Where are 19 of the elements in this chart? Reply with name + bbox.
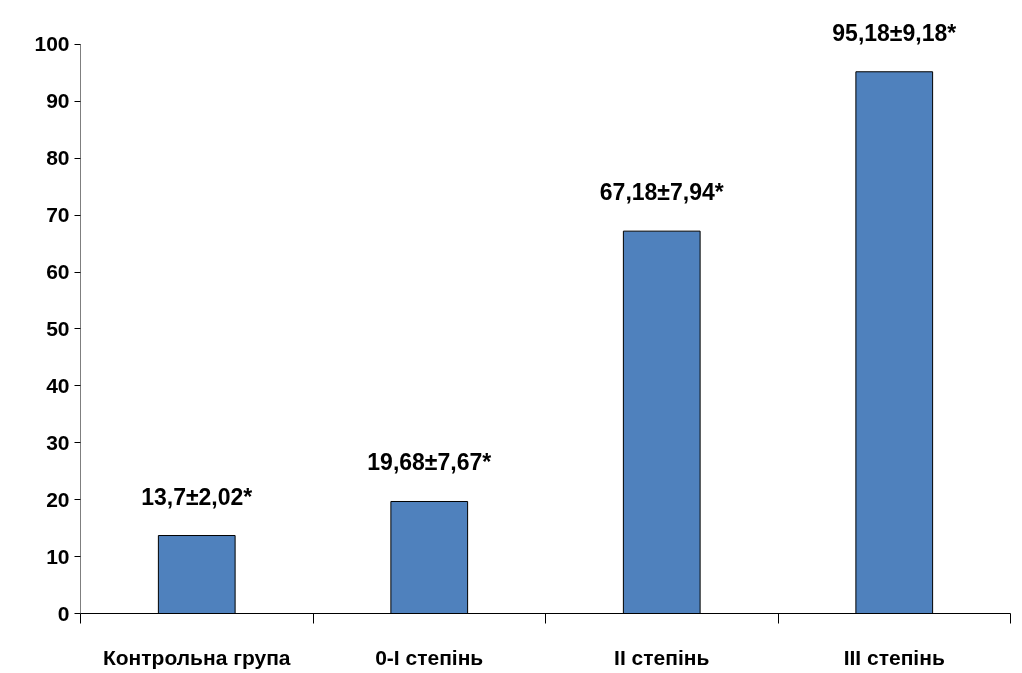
x-tick-label: III степінь <box>843 645 945 669</box>
x-tick-label: II степінь <box>614 645 710 669</box>
y-tick-label: 90 <box>46 89 70 113</box>
data-label: 67,18±7,94* <box>599 179 724 206</box>
y-tick-label: 10 <box>46 544 70 568</box>
y-tick-label: 30 <box>46 430 70 454</box>
y-tick-label: 60 <box>46 260 70 283</box>
y-tick-label: 40 <box>46 373 70 397</box>
x-tick-label: Контрольна група <box>102 645 291 669</box>
data-label: 95,18±9,18* <box>832 19 957 46</box>
y-tick-label: 80 <box>46 146 70 170</box>
data-label: 19,68±7,67* <box>367 449 492 476</box>
y-tick-label: 20 <box>46 487 70 511</box>
y-tick-label: 100 <box>34 32 70 56</box>
data-label: 13,7±2,02* <box>141 483 253 510</box>
x-tick-label: 0-I степінь <box>375 645 484 669</box>
y-tick-label: 50 <box>46 316 70 340</box>
y-tick-label: 70 <box>46 203 70 227</box>
y-tick-label: 0 <box>57 601 70 625</box>
